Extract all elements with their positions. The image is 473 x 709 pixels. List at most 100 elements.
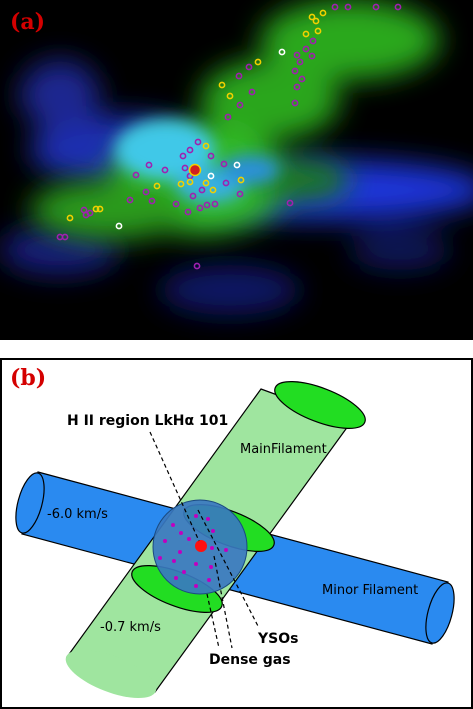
main-filament-label: MainFilament xyxy=(240,442,327,457)
yso-dot xyxy=(209,565,213,569)
yso-marker xyxy=(92,205,100,213)
yso-marker xyxy=(202,179,210,187)
ysos-label: YSOs xyxy=(257,631,298,647)
yso-marker xyxy=(194,138,202,146)
yso-marker xyxy=(96,205,104,213)
yso-marker xyxy=(319,9,327,17)
yso-marker xyxy=(226,92,234,100)
yso-marker xyxy=(115,222,123,230)
leader-lines xyxy=(149,431,260,649)
panel-b-label: (b) xyxy=(10,365,46,391)
yso-dot xyxy=(182,570,186,574)
yso-marker xyxy=(237,176,245,184)
yso-marker xyxy=(198,186,206,194)
yso-marker xyxy=(298,75,306,83)
yso-dots xyxy=(158,514,228,588)
yso-marker xyxy=(293,83,301,91)
composite-map: (a) xyxy=(0,0,473,340)
yso-marker xyxy=(312,17,320,25)
yso-marker xyxy=(331,3,339,11)
yso-marker xyxy=(314,27,322,35)
yso-dot xyxy=(174,576,178,580)
yso-marker xyxy=(186,146,194,154)
velocity-blue-label: -6.0 km/s xyxy=(47,507,108,522)
yso-dot xyxy=(163,539,167,543)
yso-marker xyxy=(203,201,211,209)
yso-marker xyxy=(278,48,286,56)
yso-marker xyxy=(308,52,316,60)
velocity-green-label: -0.7 km/s xyxy=(100,620,161,635)
yso-marker xyxy=(193,262,201,270)
yso-marker xyxy=(236,190,244,198)
yso-marker xyxy=(172,200,180,208)
yso-marker xyxy=(296,58,304,66)
central-source-marker xyxy=(188,163,202,177)
yso-marker xyxy=(82,211,90,219)
yso-marker xyxy=(132,171,140,179)
yso-dot xyxy=(171,523,175,527)
panel-a-label: (a) xyxy=(10,9,45,35)
yso-dot xyxy=(207,578,211,582)
hii-region-source xyxy=(195,540,207,552)
yso-marker xyxy=(142,188,150,196)
yso-marker xyxy=(196,204,204,212)
yso-marker xyxy=(309,37,317,45)
yso-marker xyxy=(189,192,197,200)
yso-marker xyxy=(184,208,192,216)
yso-marker xyxy=(218,81,226,89)
yso-marker xyxy=(207,172,215,180)
yso-marker xyxy=(145,161,153,169)
minor-filament-label: Minor Filament xyxy=(322,583,418,598)
yso-marker xyxy=(202,142,210,150)
yso-dot xyxy=(194,584,198,588)
yso-dot xyxy=(178,550,182,554)
yso-marker xyxy=(344,3,352,11)
yso-marker xyxy=(245,63,253,71)
yso-marker xyxy=(308,13,316,21)
yso-markers xyxy=(56,3,402,270)
yso-marker xyxy=(179,152,187,160)
yso-marker xyxy=(248,88,256,96)
yso-marker xyxy=(291,67,299,75)
filament-schematic: (b) H II region LkHα 101 MainFilament Mi… xyxy=(0,358,473,709)
panel-b-diagram: (b) H II region LkHα 101 MainFilament Mi… xyxy=(0,358,473,709)
yso-marker xyxy=(148,197,156,205)
yso-marker xyxy=(181,164,189,172)
yso-marker xyxy=(177,180,185,188)
yso-marker xyxy=(211,200,219,208)
yso-dot xyxy=(194,562,198,566)
yso-marker xyxy=(302,45,310,53)
yso-marker xyxy=(302,30,310,38)
yso-marker xyxy=(235,72,243,80)
yso-dot xyxy=(179,531,183,535)
yso-marker xyxy=(233,161,241,169)
yso-dot xyxy=(224,548,228,552)
yso-marker xyxy=(372,3,380,11)
yso-dot xyxy=(210,546,214,550)
yso-marker xyxy=(286,199,294,207)
yso-dot xyxy=(187,537,191,541)
yso-marker xyxy=(209,186,217,194)
hii-region-label: H II region LkHα 101 xyxy=(67,413,228,429)
yso-marker xyxy=(394,3,402,11)
yso-marker xyxy=(126,196,134,204)
yso-marker xyxy=(254,58,262,66)
yso-marker xyxy=(186,178,194,186)
yso-marker xyxy=(293,51,301,59)
yso-marker xyxy=(207,152,215,160)
panel-a-image: (a) xyxy=(0,0,473,340)
yso-marker xyxy=(153,182,161,190)
yso-marker xyxy=(61,233,69,241)
yso-dot xyxy=(172,559,176,563)
yso-marker xyxy=(222,179,230,187)
yso-marker xyxy=(236,101,244,109)
yso-marker xyxy=(224,113,232,121)
dense-gas-label: Dense gas xyxy=(209,652,291,668)
yso-marker xyxy=(220,160,228,168)
yso-dot xyxy=(211,529,215,533)
yso-marker xyxy=(291,99,299,107)
yso-marker xyxy=(161,166,169,174)
yso-dot xyxy=(158,556,162,560)
yso-dot xyxy=(194,514,198,518)
yso-marker xyxy=(66,214,74,222)
